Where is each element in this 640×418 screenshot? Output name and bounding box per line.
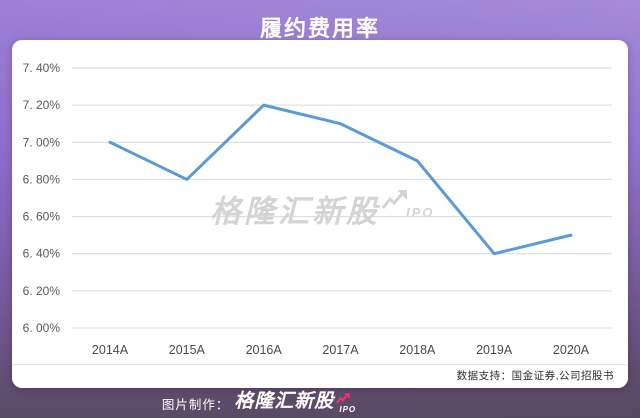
- y-tick-label: 6. 60%: [23, 210, 61, 224]
- brand-logo-text: 格隆汇新股: [234, 391, 335, 412]
- source-note: 数据支持：国金证券,公司招股书: [456, 370, 614, 382]
- line-chart: 7. 40% 7. 20% 7. 00% 6. 80% 6. 60% 6. 40% 6. 2…: [23, 61, 612, 357]
- page-title: 履约费用率: [259, 16, 380, 41]
- y-tick-label: 6. 40%: [23, 247, 61, 261]
- y-tick-label: 6. 00%: [23, 321, 61, 335]
- source-note-row: 数据支持：国金证券,公司招股书: [12, 364, 628, 388]
- x-tick-label: 2017A: [322, 343, 359, 357]
- brand-logo: 格隆汇新股 IPO: [234, 392, 356, 414]
- y-tick-label: 7. 20%: [23, 98, 61, 112]
- x-tick-label: 2014A: [92, 343, 129, 357]
- brand-trend-arrow-icon: [336, 393, 351, 404]
- x-tick-label: 2018A: [399, 343, 436, 357]
- x-tick-label: 2020A: [553, 343, 590, 357]
- brand-logo-mark: IPO: [335, 392, 356, 414]
- footer-bar: 图片制作： 格隆汇新股 IPO: [0, 388, 640, 418]
- series-line: [108, 103, 573, 256]
- x-tick-label: 2015A: [169, 343, 206, 357]
- y-tick-label: 7. 40%: [23, 61, 61, 75]
- x-tick-label: 2019A: [476, 343, 513, 357]
- y-tick-label: 6. 20%: [23, 284, 61, 298]
- footer-credit-label: 图片制作：: [161, 397, 230, 412]
- y-tick-label: 7. 00%: [23, 135, 61, 149]
- y-tick-label: 6. 80%: [23, 172, 61, 186]
- footer-credit: 图片制作： 格隆汇新股 IPO: [162, 392, 356, 414]
- brand-ipo-label: IPO: [339, 405, 357, 414]
- chart-card: 7. 40% 7. 20% 7. 00% 6. 80% 6. 60% 6. 40% 6. 2…: [12, 40, 628, 388]
- x-tick-label: 2016A: [246, 343, 283, 357]
